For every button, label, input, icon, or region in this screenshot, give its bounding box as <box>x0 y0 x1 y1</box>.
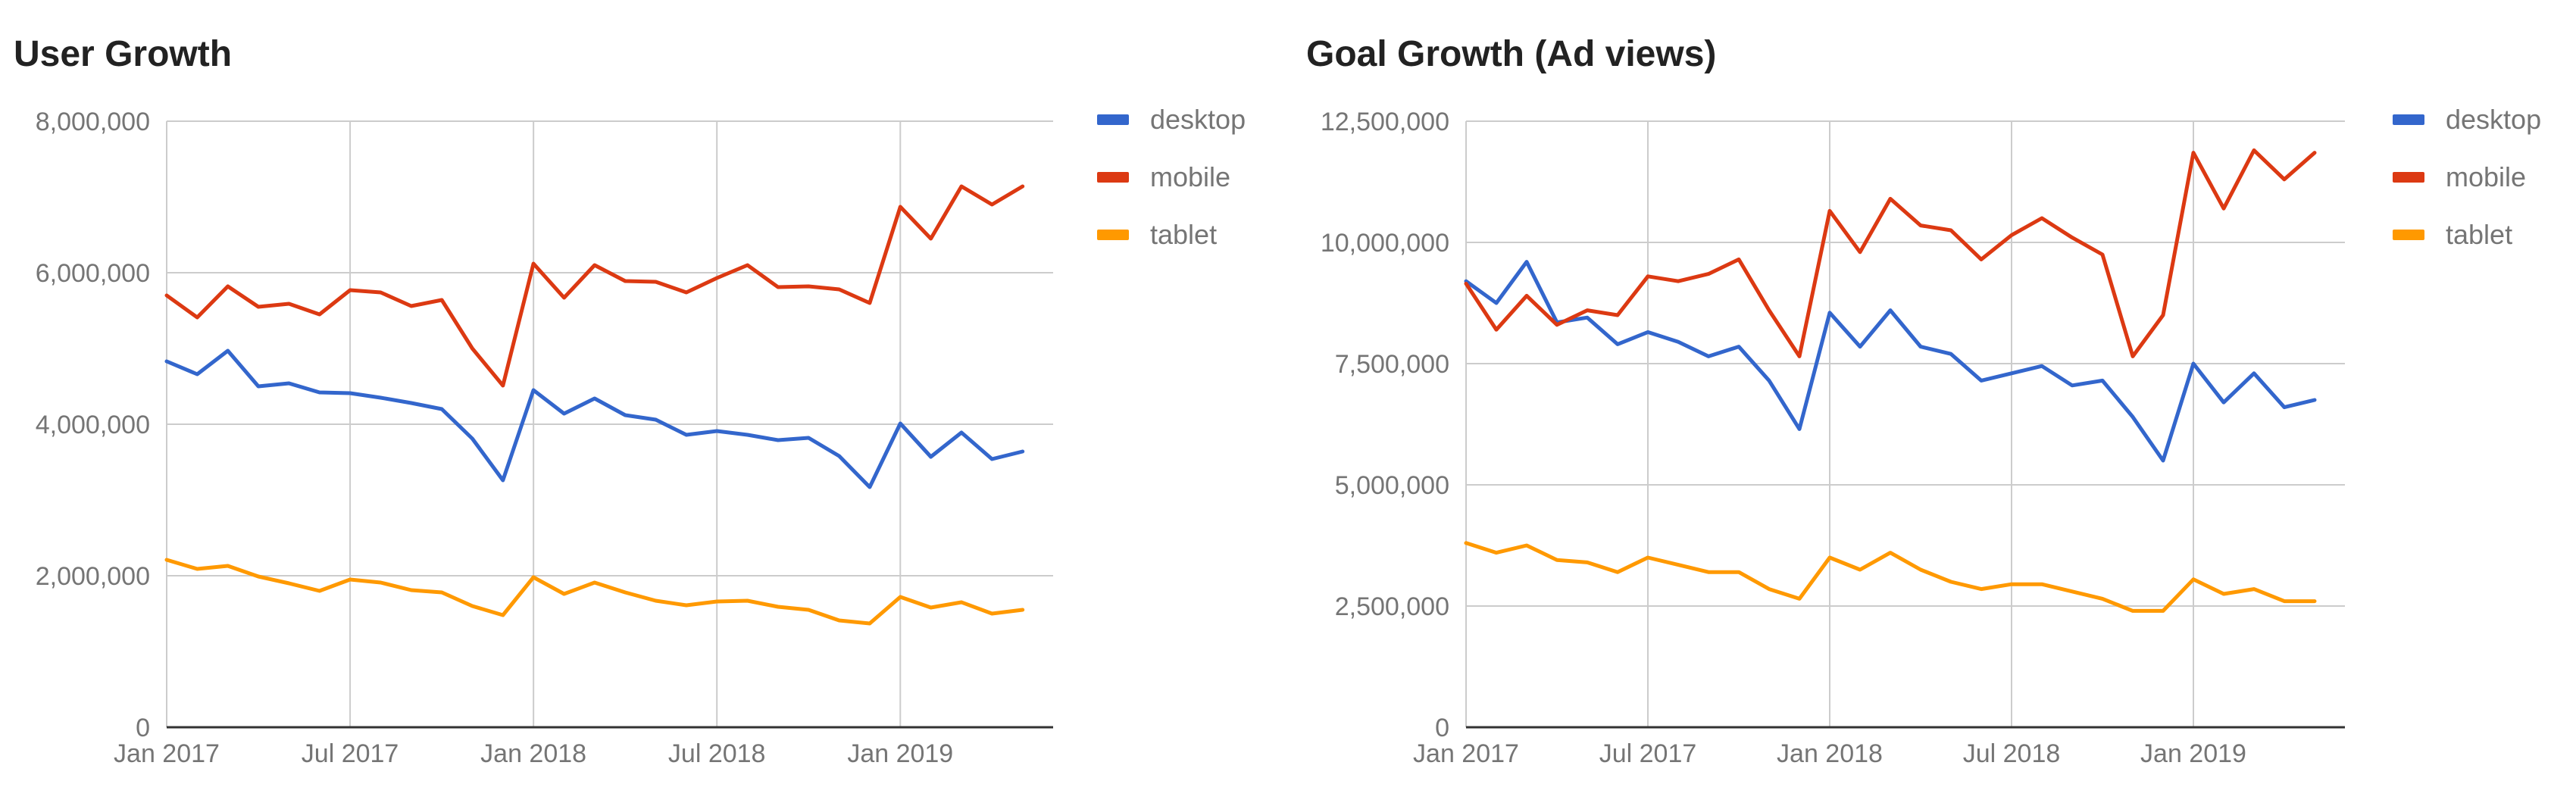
y-tick-label: 12,500,000 <box>1321 108 1449 136</box>
x-tick-label: Jul 2018 <box>1963 739 2061 768</box>
series-line-desktop <box>164 348 1025 489</box>
legend-swatch-mobile <box>1097 172 1129 183</box>
y-tick-label: 8,000,000 <box>36 108 150 136</box>
y-tick-label: 2,000,000 <box>36 562 150 591</box>
y-tick-label: 0 <box>1435 714 1449 742</box>
series-line-mobile <box>164 184 1025 388</box>
legend-label-desktop: desktop <box>2446 104 2541 135</box>
x-tick-label: Jan 2018 <box>480 739 586 768</box>
legend-label-mobile: mobile <box>1150 161 1230 192</box>
legend-label-mobile: mobile <box>2446 161 2526 192</box>
y-tick-label: 0 <box>136 714 150 742</box>
series-line-tablet <box>1464 541 2317 613</box>
x-tick-label: Jul 2018 <box>668 739 766 768</box>
x-tick-label: Jan 2019 <box>847 739 953 768</box>
series-line-desktop <box>1464 260 2317 463</box>
legend-label-tablet: tablet <box>2446 219 2512 250</box>
chart-title-user-growth: User Growth <box>14 33 232 75</box>
series-line-mobile <box>1464 148 2317 358</box>
x-tick-label: Jul 2017 <box>1599 739 1697 768</box>
legend-label-tablet: tablet <box>1150 219 1217 250</box>
y-tick-label: 5,000,000 <box>1335 471 1449 500</box>
legend-swatch-tablet <box>1097 230 1129 240</box>
goal-growth-chart: 0 2,500,000 5,000,000 7,500,000 10,000,000 12… <box>1321 104 2541 768</box>
x-tick-label: Jan 2017 <box>114 739 220 768</box>
chart-title-text: Goal Growth <box>1306 34 1524 74</box>
y-tick-label: 2,500,000 <box>1335 592 1449 621</box>
x-tick-label: Jan 2018 <box>1777 739 1883 768</box>
legend-swatch-desktop <box>1097 114 1129 125</box>
y-tick-label: 6,000,000 <box>36 259 150 288</box>
x-tick-label: Jan 2017 <box>1413 739 1519 768</box>
series-line-tablet <box>164 558 1025 626</box>
x-tick-label: Jul 2017 <box>302 739 399 768</box>
y-tick-label: 7,500,000 <box>1335 350 1449 379</box>
legend-swatch-desktop <box>2393 114 2424 125</box>
x-tick-label: Jan 2019 <box>2140 739 2246 768</box>
user-growth-chart: 0 2,000,000 4,000,000 6,000,000 8,000,000 Jan… <box>36 104 1246 768</box>
legend-swatch-mobile <box>2393 172 2424 183</box>
y-tick-label: 4,000,000 <box>36 411 150 439</box>
chart-title-suffix: (Ad views) <box>1534 34 1717 74</box>
chart-title-text: User Growth <box>14 34 233 74</box>
legend-swatch-tablet <box>2393 230 2424 240</box>
chart-title-goal-growth: Goal Growth (Ad views) <box>1306 33 1716 75</box>
legend-label-desktop: desktop <box>1150 104 1246 135</box>
y-tick-label: 10,000,000 <box>1321 229 1449 258</box>
